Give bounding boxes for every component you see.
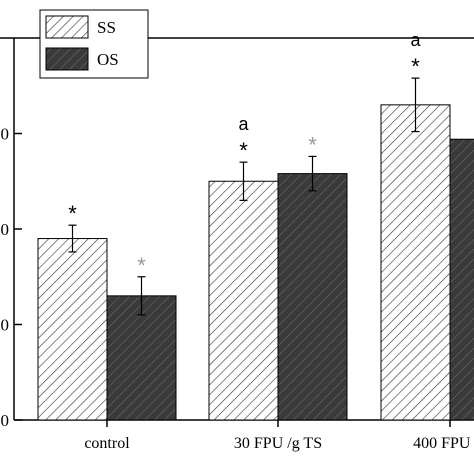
bar-os-0 [106, 295, 177, 421]
bar-ss-1 [208, 180, 279, 421]
y-tick-label-3: 0 [1, 125, 10, 144]
y-tick-label-0: 0 [1, 411, 10, 430]
asterisk-os-0: * [137, 253, 146, 278]
asterisk-ss-2: * [411, 54, 420, 79]
x-tick-label-2: 400 FPU /g [413, 435, 474, 452]
legend-swatch-os [45, 47, 89, 71]
x-axis-ticks: control 30 FPU /g TS 400 FPU /g [84, 420, 474, 452]
y-axis-ticks: 0 0 0 0 [1, 125, 22, 430]
x-tick-label-0: control [84, 435, 130, 452]
asterisk-ss-0: * [68, 201, 77, 226]
legend-swatch-ss [45, 15, 89, 39]
legend-label-ss: SS [97, 18, 116, 37]
significance-letter-ss-2: a [410, 30, 421, 50]
significance-marks-group: * * * a * * a [68, 30, 421, 278]
bar-os-2 [449, 138, 474, 421]
y-tick-label-2: 0 [1, 220, 10, 239]
y-tick-label-1: 0 [1, 316, 10, 335]
error-bars-group [68, 77, 420, 316]
legend-label-os: OS [97, 50, 119, 69]
x-tick-label-1: 30 FPU /g TS [234, 435, 322, 452]
asterisk-ss-1: * [239, 138, 248, 163]
bar-ss-2 [380, 104, 451, 421]
bar-os-1 [277, 173, 348, 421]
bar-ss-0 [37, 238, 108, 421]
legend: SS OS [39, 9, 149, 79]
asterisk-os-1: * [308, 132, 317, 157]
significance-letter-ss-1: a [238, 114, 249, 134]
bars-group [37, 104, 474, 421]
